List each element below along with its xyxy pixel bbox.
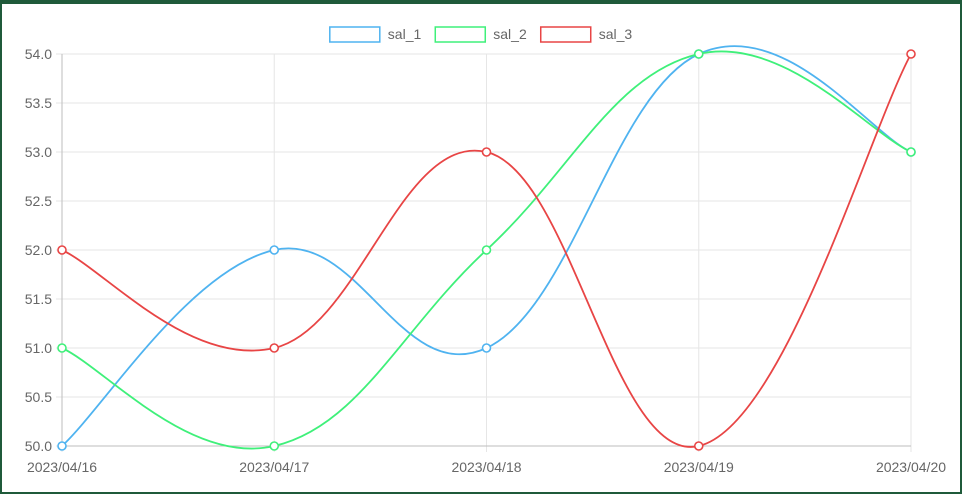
data-point-sal_3-0[interactable] xyxy=(57,245,67,255)
data-point-sal_2-0[interactable] xyxy=(57,343,67,353)
y-tick-label: 53.5 xyxy=(25,95,52,111)
y-tick-label: 50.5 xyxy=(25,389,52,405)
legend-label: sal_1 xyxy=(388,26,422,42)
y-tick-label: 52.0 xyxy=(25,242,52,258)
x-tick-label: 2023/04/17 xyxy=(239,459,309,475)
data-point-sal_2-4[interactable] xyxy=(906,147,916,157)
legend-swatch xyxy=(434,26,487,43)
y-tick-label: 52.5 xyxy=(25,193,52,209)
legend-item-sal_1[interactable]: sal_1 xyxy=(329,26,422,43)
data-point-sal_3-1[interactable] xyxy=(269,343,280,353)
series-group xyxy=(57,45,916,451)
x-tick-label: 2023/04/18 xyxy=(451,459,521,475)
data-point-sal_3-4[interactable] xyxy=(906,49,916,59)
legend[interactable]: sal_1 sal_2 sal_3 xyxy=(329,26,633,43)
y-tick-label: 53.0 xyxy=(25,144,52,160)
legend-item-sal_2[interactable]: sal_2 xyxy=(434,26,527,43)
data-point-sal_3-3[interactable] xyxy=(693,441,704,451)
x-tick-label: 2023/04/19 xyxy=(664,459,734,475)
x-tick-labels: 2023/04/16 2023/04/17 2023/04/18 2023/04/19… xyxy=(27,459,946,475)
legend-label: sal_3 xyxy=(599,26,633,42)
legend-swatch xyxy=(329,26,381,43)
series-sal_3 xyxy=(57,49,916,451)
x-tick-label: 2023/04/16 xyxy=(27,459,97,475)
y-tick-labels: 50.0 50.5 51.0 51.5 52.0 52.5 53.0 53.5 54.0 xyxy=(25,46,52,454)
y-tick-label: 51.5 xyxy=(25,291,52,307)
x-tick-label: 2023/04/20 xyxy=(876,459,946,475)
data-point-sal_1-1[interactable] xyxy=(269,245,280,255)
data-point-sal_1-2[interactable] xyxy=(481,343,492,353)
series-sal_2 xyxy=(57,49,916,451)
legend-label: sal_2 xyxy=(493,26,527,42)
series-line-sal_3 xyxy=(61,53,912,448)
data-point-sal_3-2[interactable] xyxy=(481,147,492,157)
data-point-sal_2-3[interactable] xyxy=(693,49,704,59)
y-tick-label: 51.0 xyxy=(25,340,52,356)
data-point-sal_1-0[interactable] xyxy=(57,441,67,451)
data-point-sal_2-2[interactable] xyxy=(481,245,492,255)
data-point-sal_2-1[interactable] xyxy=(269,441,280,451)
y-tick-label: 54.0 xyxy=(25,46,52,62)
legend-swatch xyxy=(539,26,592,43)
legend-item-sal_3[interactable]: sal_3 xyxy=(539,26,633,43)
y-tick-label: 50.0 xyxy=(25,438,52,454)
